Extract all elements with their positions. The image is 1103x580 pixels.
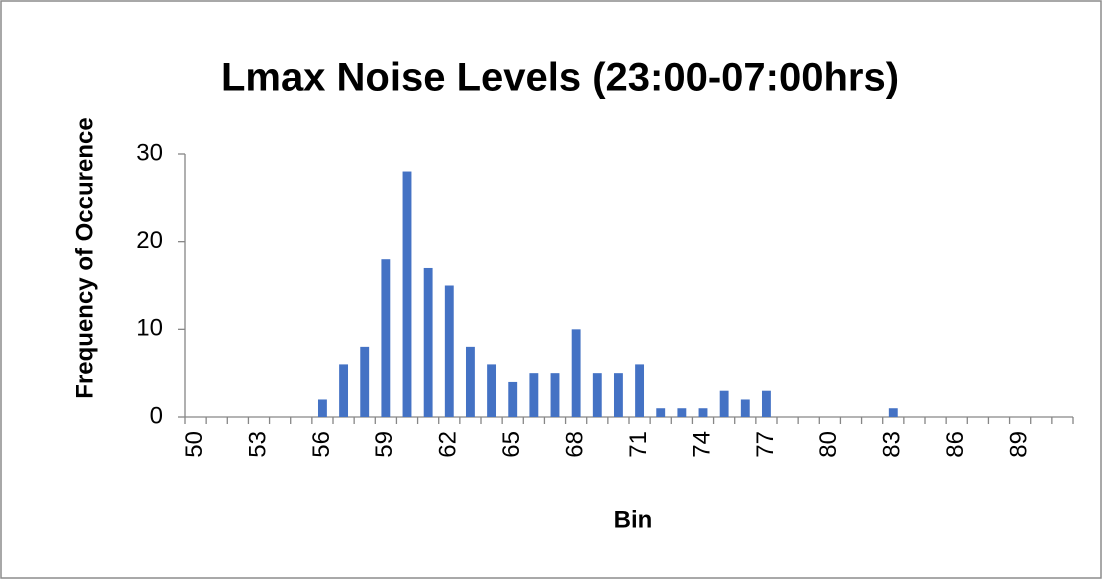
bar <box>529 373 539 417</box>
bar <box>402 171 412 417</box>
bar <box>317 399 327 417</box>
x-tick-label: 65 <box>498 431 525 458</box>
bar <box>698 408 708 417</box>
x-tick-label: 83 <box>879 431 906 458</box>
y-tick-label: 20 <box>136 227 163 254</box>
bar <box>550 373 560 417</box>
bar <box>508 381 518 417</box>
x-tick-label: 53 <box>244 431 271 458</box>
x-tick-label: 50 <box>181 431 208 458</box>
x-tick-label: 62 <box>435 431 462 458</box>
x-tick-label: 56 <box>308 431 335 458</box>
y-tick-label: 10 <box>136 315 163 342</box>
bar <box>613 373 623 417</box>
x-tick-label: 80 <box>815 431 842 458</box>
bar <box>465 346 475 417</box>
bar <box>571 329 581 417</box>
y-tick-label: 0 <box>150 402 163 429</box>
bar <box>592 373 602 417</box>
bar <box>423 267 433 417</box>
x-axis-label: Bin <box>614 506 653 533</box>
bar <box>888 408 898 417</box>
bar <box>740 399 750 417</box>
y-tick-label: 30 <box>136 139 163 166</box>
bar <box>656 408 666 417</box>
x-tick-label: 71 <box>625 431 652 458</box>
x-tick-label: 74 <box>688 431 715 458</box>
bar <box>444 285 454 417</box>
bar <box>339 364 349 417</box>
x-tick-label: 68 <box>561 431 588 458</box>
chart-title: Lmax Noise Levels (23:00-07:00hrs) <box>221 56 899 100</box>
bar <box>677 408 687 417</box>
x-tick-label: 77 <box>752 431 779 458</box>
bar <box>487 364 497 417</box>
x-tick-label: 89 <box>1005 431 1032 458</box>
bar <box>719 390 729 417</box>
bar <box>635 364 645 417</box>
bar <box>360 346 370 417</box>
bar <box>761 390 771 417</box>
x-tick-label: 86 <box>942 431 969 458</box>
x-tick-label: 59 <box>371 431 398 458</box>
bar <box>381 259 391 417</box>
y-axis-label: Frequency of Occurence <box>71 117 98 398</box>
